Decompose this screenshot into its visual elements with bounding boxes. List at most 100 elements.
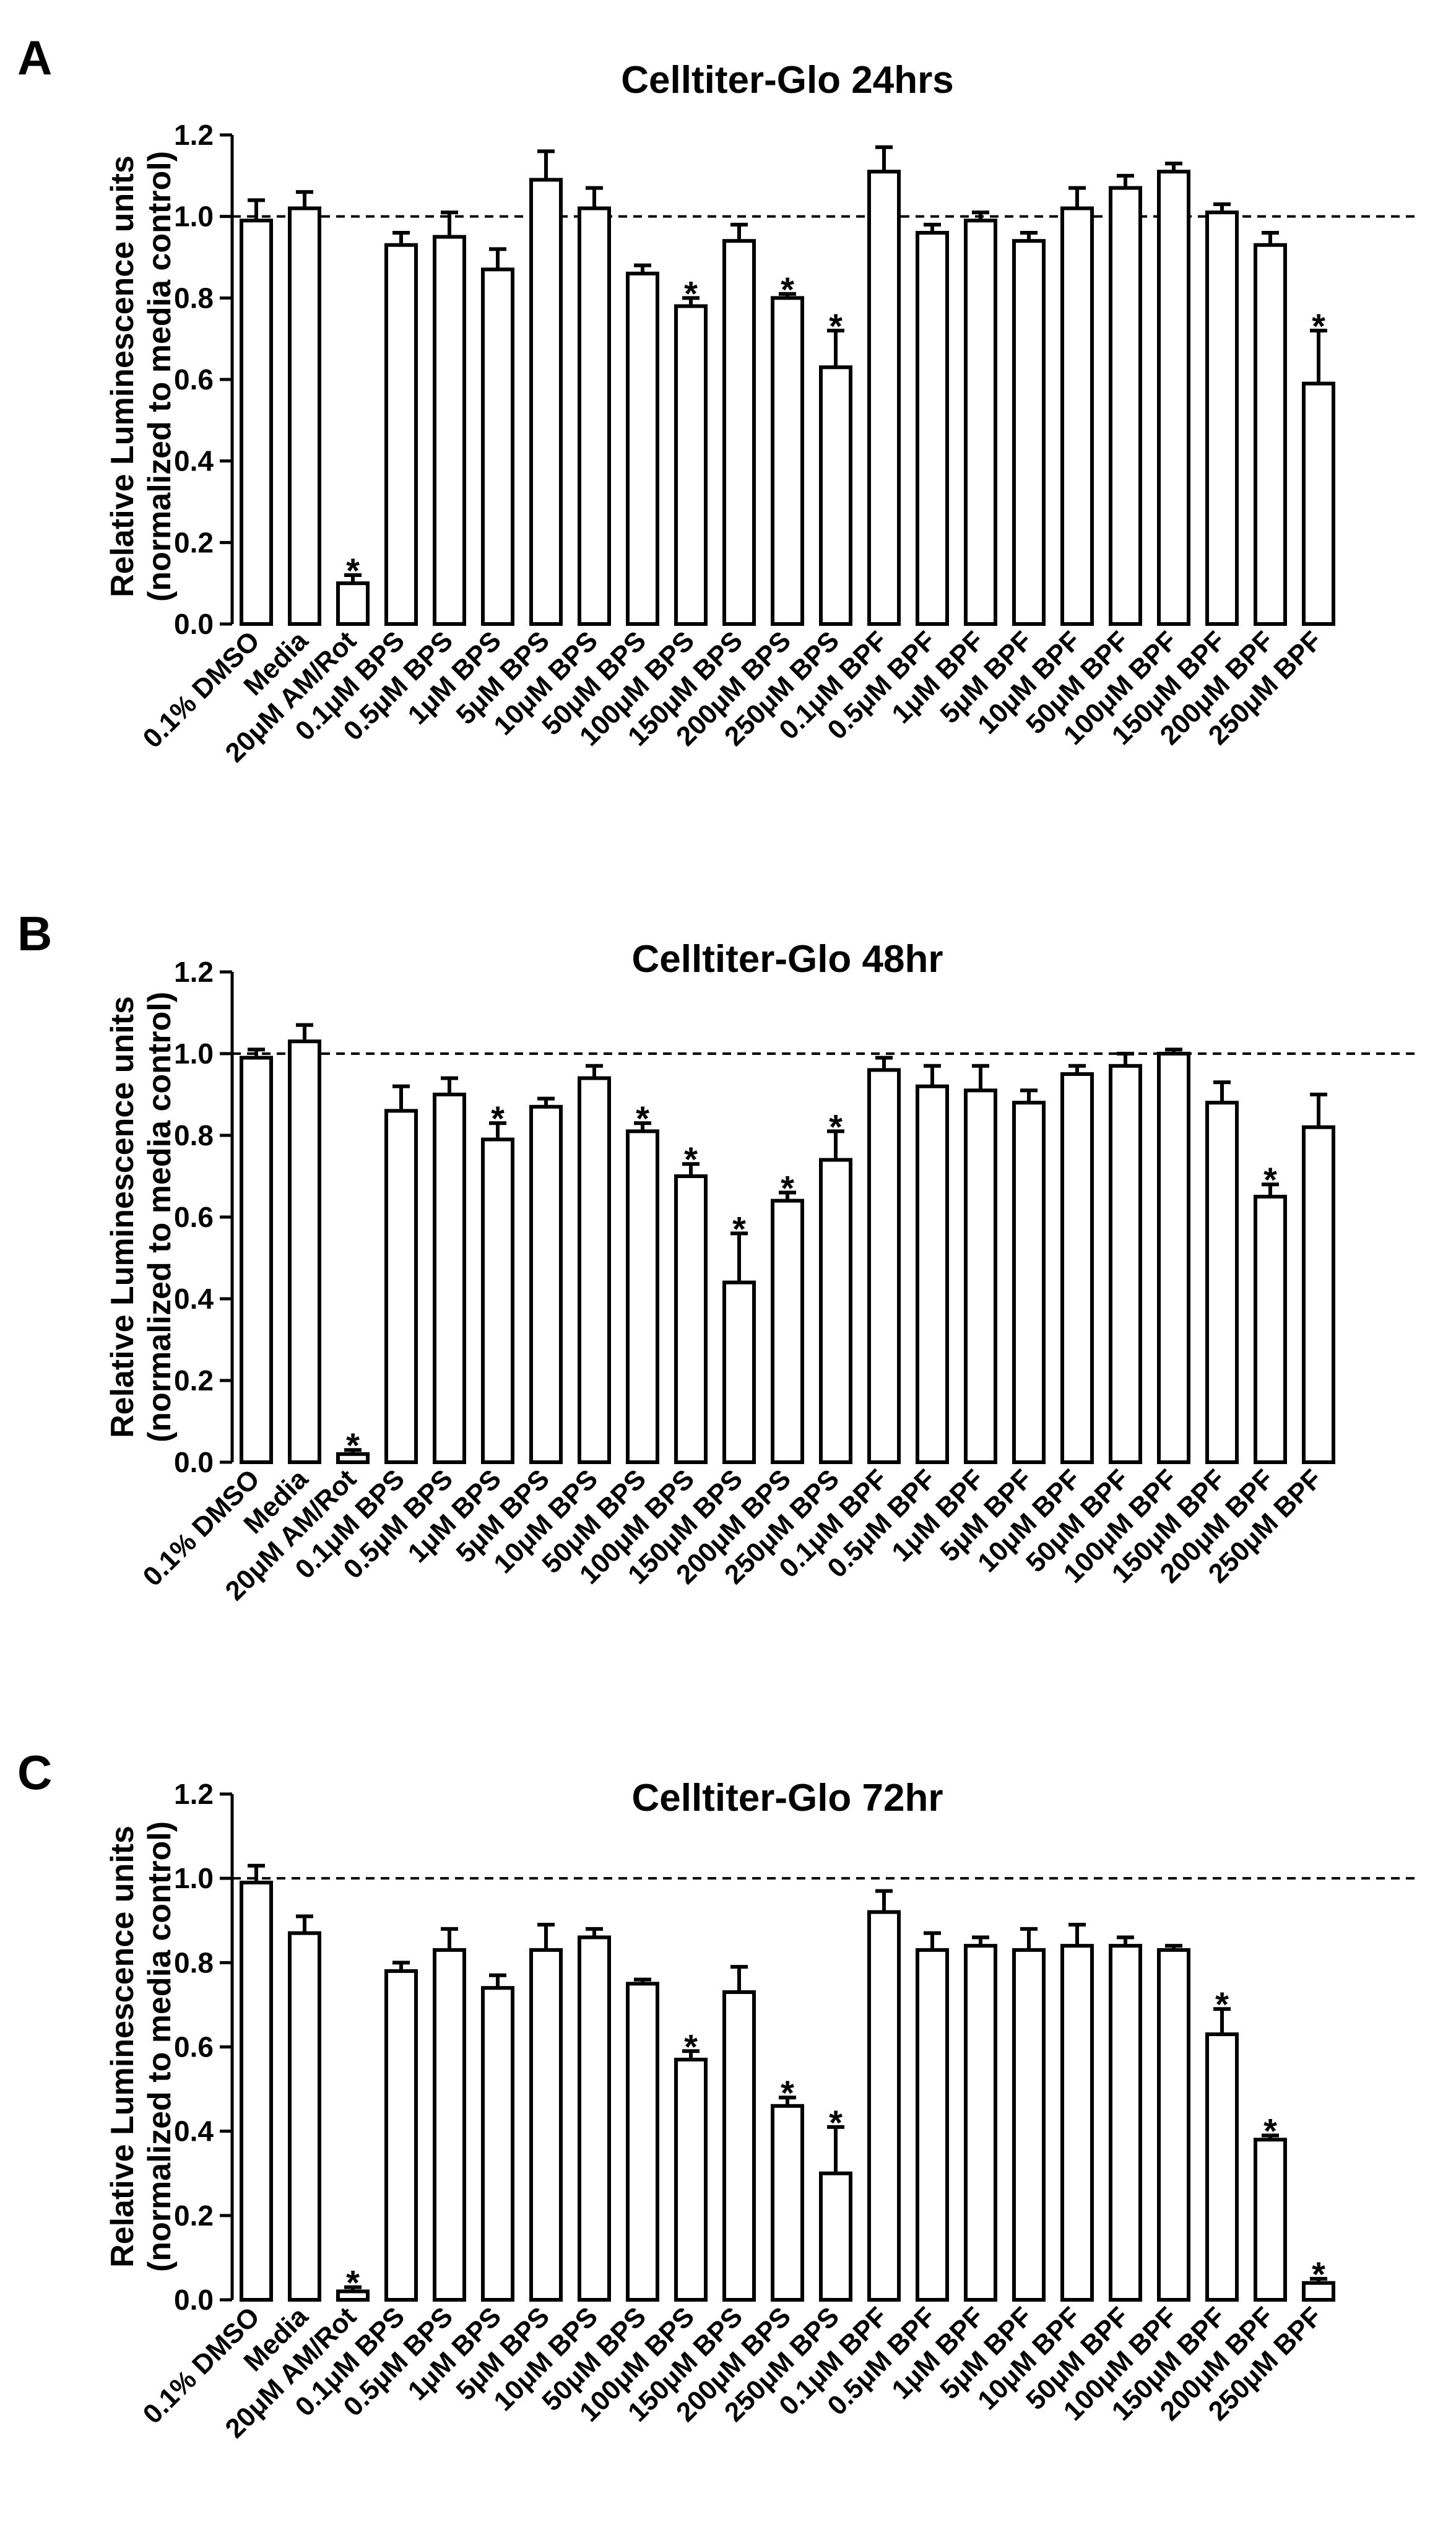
y-tick-label: 0.4 [174, 445, 214, 477]
bar [240, 1880, 273, 2302]
y-tick-label: 1.0 [174, 201, 214, 233]
significance-star: * [732, 1209, 746, 1248]
bar [384, 1109, 418, 1464]
y-tick-label: 0.0 [174, 2284, 214, 2316]
significance-star: * [1263, 2111, 1277, 2150]
bar [964, 1944, 997, 2302]
significance-star: * [636, 1099, 649, 1138]
bar [1205, 2032, 1239, 2302]
bar [578, 206, 611, 626]
bar [481, 267, 514, 626]
significance-star: * [491, 1099, 505, 1138]
y-axis-label-line: (normalized to media control) [142, 151, 178, 602]
bar [433, 235, 466, 626]
significance-star: * [829, 2103, 843, 2142]
chart-panel-c: C Celltiter-Glo 72hr Relative Luminescence… [17, 1745, 1418, 2444]
bar [916, 231, 949, 626]
y-axis-label-line: Relative Luminescence units [105, 155, 141, 597]
chart-panel-a: A Celltiter-Glo 24hrs Relative Luminescenc… [17, 30, 1418, 768]
bar [1109, 1944, 1142, 2302]
bar [529, 1948, 563, 2302]
bar [529, 178, 563, 626]
y-tick-label: 1.0 [174, 1038, 214, 1070]
y-tick-label: 0.6 [174, 2031, 214, 2063]
y-tick-label: 0.0 [174, 1446, 214, 1478]
significance-star: * [1263, 1160, 1277, 1199]
bar [867, 1068, 901, 1464]
bar [674, 1174, 708, 1464]
bar [1205, 210, 1239, 626]
bar [1060, 1072, 1094, 1464]
bar [1012, 1948, 1046, 2302]
bar [1254, 243, 1287, 626]
significance-star: * [684, 274, 698, 313]
significance-star: * [781, 1168, 794, 1207]
bar [964, 219, 997, 626]
significance-star: * [346, 2263, 360, 2302]
significance-star: * [1312, 2255, 1325, 2294]
panel-letter: C [17, 1745, 52, 1800]
bar [1254, 2138, 1287, 2302]
bar [529, 1104, 563, 1465]
bar [240, 219, 273, 626]
y-tick-label: 0.0 [174, 608, 214, 640]
bar [240, 1055, 273, 1464]
significance-star: * [1215, 1985, 1229, 2024]
bar [578, 1076, 611, 1464]
bar [771, 296, 804, 626]
bar [626, 271, 659, 626]
bar [674, 2057, 708, 2302]
bar [867, 170, 901, 626]
bar [288, 1931, 321, 2302]
chart-title: Celltiter-Glo 48hr [632, 938, 943, 981]
chart-title: Celltiter-Glo 24hrs [621, 59, 953, 102]
bar [722, 1280, 756, 1465]
y-tick-label: 0.8 [174, 282, 214, 314]
significance-star: * [781, 2073, 794, 2112]
bar [626, 1982, 659, 2302]
bar [771, 2104, 804, 2302]
significance-star: * [1312, 306, 1325, 345]
bar [771, 1198, 804, 1464]
bar [916, 1948, 949, 2302]
bar [1157, 1948, 1190, 2302]
significance-star: * [346, 551, 360, 590]
significance-star: * [346, 1426, 360, 1465]
significance-star: * [829, 1107, 843, 1146]
y-tick-label: 0.4 [174, 1283, 214, 1315]
bar [722, 239, 756, 626]
bar [481, 1986, 514, 2302]
significance-star: * [684, 1140, 698, 1179]
bar [1060, 1944, 1094, 2302]
bar [916, 1084, 949, 1465]
bar [288, 206, 321, 626]
y-axis-label: Relative Luminescence units(normalized t… [105, 992, 178, 1442]
bar [1157, 170, 1190, 626]
y-axis-label-line: Relative Luminescence units [105, 996, 141, 1438]
y-tick-label: 0.8 [174, 1119, 214, 1151]
bar [674, 304, 708, 626]
y-axis-label-line: (normalized to media control) [142, 1821, 178, 2272]
bar [1109, 1064, 1142, 1465]
y-tick-label: 0.6 [174, 1201, 214, 1233]
bar [1302, 381, 1335, 626]
y-tick-label: 1.2 [174, 1778, 214, 1810]
bar [1205, 1101, 1239, 1464]
y-tick-label: 0.2 [174, 526, 214, 558]
y-tick-label: 0.6 [174, 363, 214, 396]
bar [433, 1948, 466, 2302]
bar [867, 1910, 901, 2302]
y-axis-label-line: (normalized to media control) [142, 992, 178, 1442]
y-tick-label: 0.2 [174, 1364, 214, 1397]
significance-star: * [684, 2027, 698, 2066]
bar [433, 1093, 466, 1464]
bar [1012, 239, 1046, 626]
chart-panel-b: B Celltiter-Glo 48hr Relative Luminescence… [17, 906, 1418, 1606]
bar [1302, 2281, 1335, 2302]
bar [1157, 1052, 1190, 1464]
bar [384, 1969, 418, 2302]
chart-title: Celltiter-Glo 72hr [632, 1777, 943, 1819]
y-axis-label: Relative Luminescence units(normalized t… [105, 151, 178, 602]
y-tick-label: 0.8 [174, 1946, 214, 1979]
bar [819, 1158, 852, 1464]
